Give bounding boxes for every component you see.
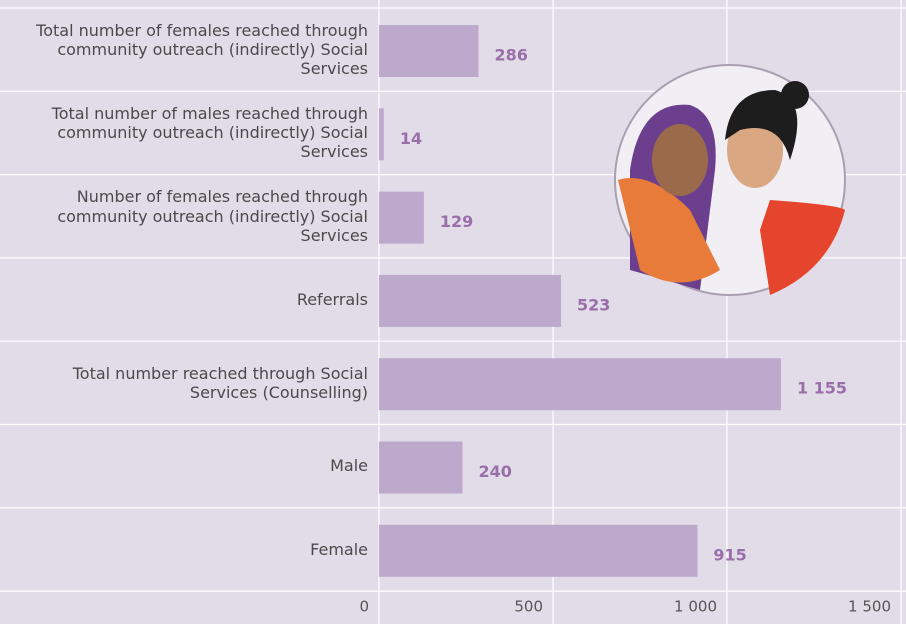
category-label: Male [8,425,368,508]
category-label: Total number reached through Social Serv… [8,341,368,424]
bar [379,358,781,410]
chart: 0 500 1 000 1 500 286 14 129 523 1 155 240 915 Tot… [0,0,906,624]
bar [379,525,697,577]
category-label: Referrals [8,258,368,341]
bar [379,275,561,327]
x-tick-label: 1 500 [848,598,891,616]
value-label: 1 155 [797,379,847,398]
category-label: Number of females reached through commun… [8,175,368,258]
value-label: 240 [479,462,512,481]
illustration-hair [781,81,809,109]
bar [379,25,479,77]
illustration [615,65,845,295]
value-label: 129 [440,212,473,231]
bar [379,192,424,244]
x-tick-label: 1 000 [674,598,717,616]
illustration-face [652,124,708,196]
illustration-figure [760,200,845,295]
value-label: 523 [577,295,610,314]
x-tick-label: 0 [359,598,369,616]
x-tick-label: 500 [514,598,543,616]
category-label: Total number of females reached through … [8,8,368,91]
bar [379,108,384,160]
value-label: 14 [400,129,422,148]
value-label: 915 [713,545,746,564]
category-label: Total number of males reached through co… [8,91,368,174]
bar [379,442,463,494]
category-label: Female [8,508,368,591]
value-label: 286 [495,46,528,65]
